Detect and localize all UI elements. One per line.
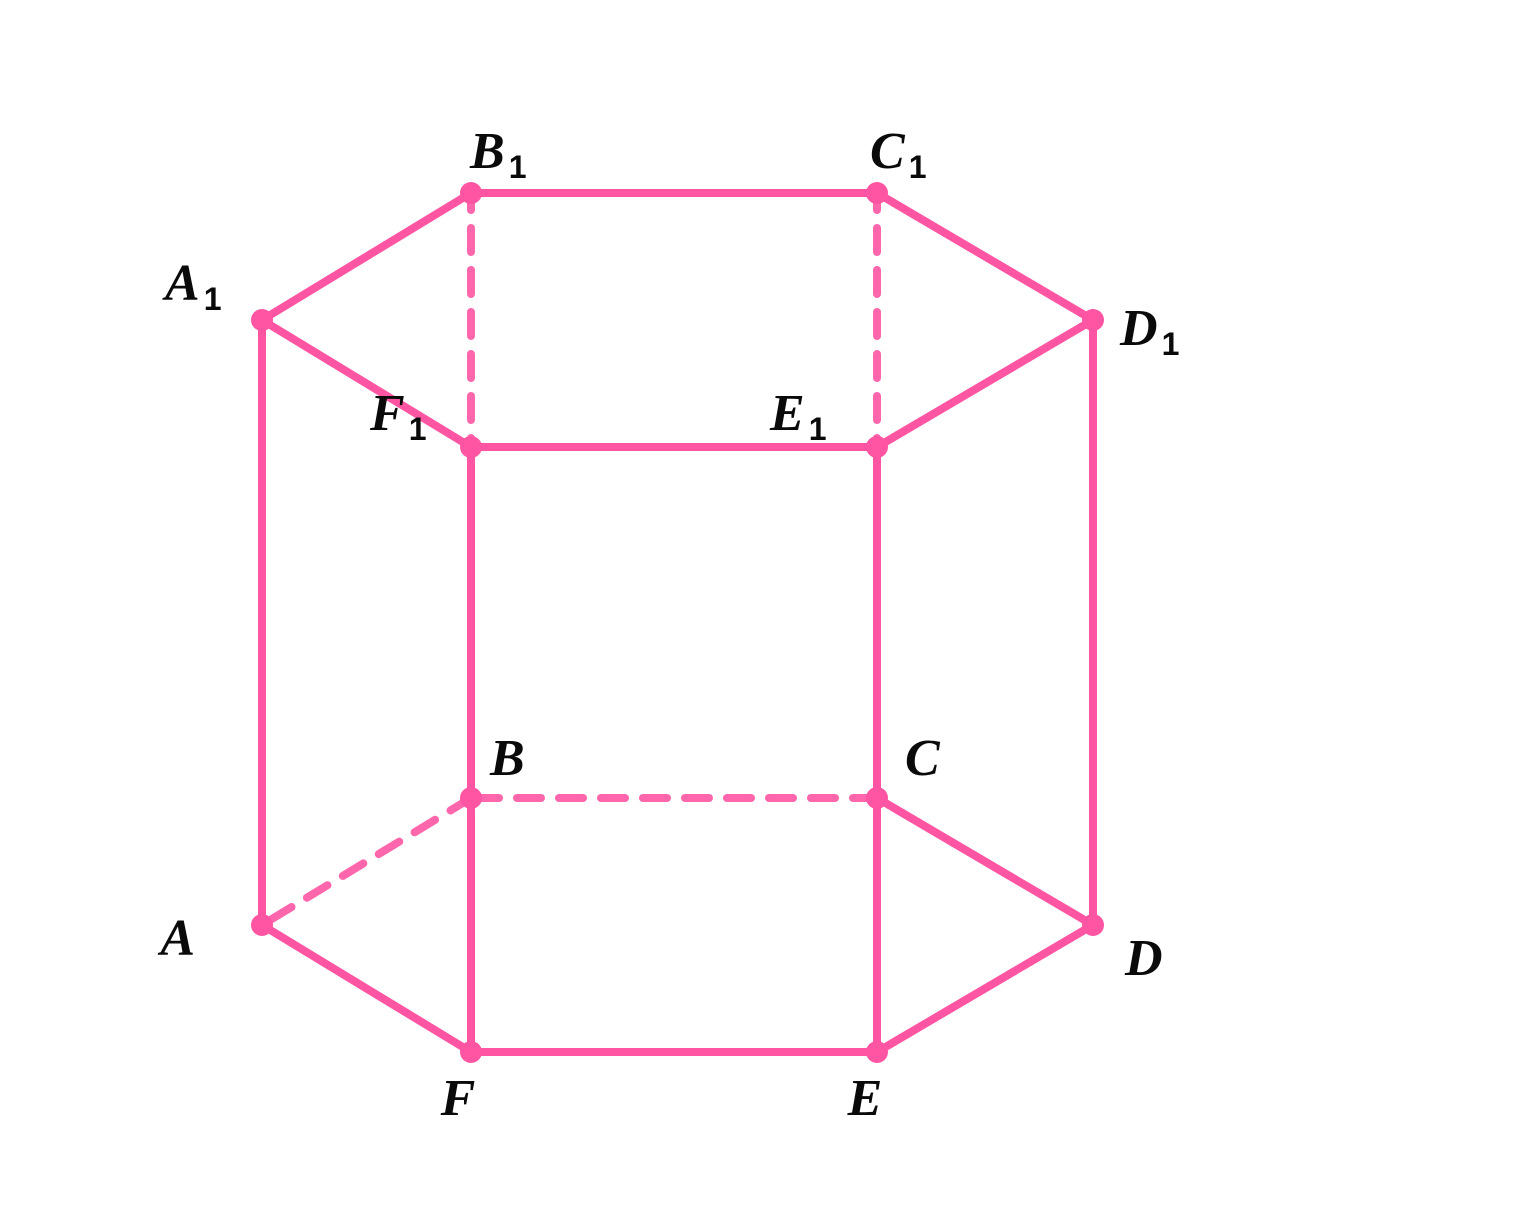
vertex-D1 — [1082, 309, 1104, 331]
hexagonal-prism-diagram: ABCDEFA1B1C1D1E1F1 — [0, 0, 1536, 1224]
vertex-A — [251, 914, 273, 936]
vertex-D — [1082, 914, 1104, 936]
vertex-F1 — [460, 436, 482, 458]
vertex-A1 — [251, 309, 273, 331]
vertex-C1 — [866, 182, 888, 204]
vertex-C — [866, 787, 888, 809]
vertex-B — [460, 787, 482, 809]
label-F: F — [440, 1070, 476, 1127]
vertex-B1 — [460, 182, 482, 204]
diagram-background — [0, 0, 1536, 1224]
vertex-E — [866, 1041, 888, 1063]
label-A: A — [157, 910, 195, 967]
label-C: C — [905, 730, 941, 787]
vertex-E1 — [866, 436, 888, 458]
label-D: D — [1124, 930, 1163, 987]
label-B: B — [489, 730, 525, 787]
label-E: E — [847, 1070, 883, 1127]
vertex-F — [460, 1041, 482, 1063]
